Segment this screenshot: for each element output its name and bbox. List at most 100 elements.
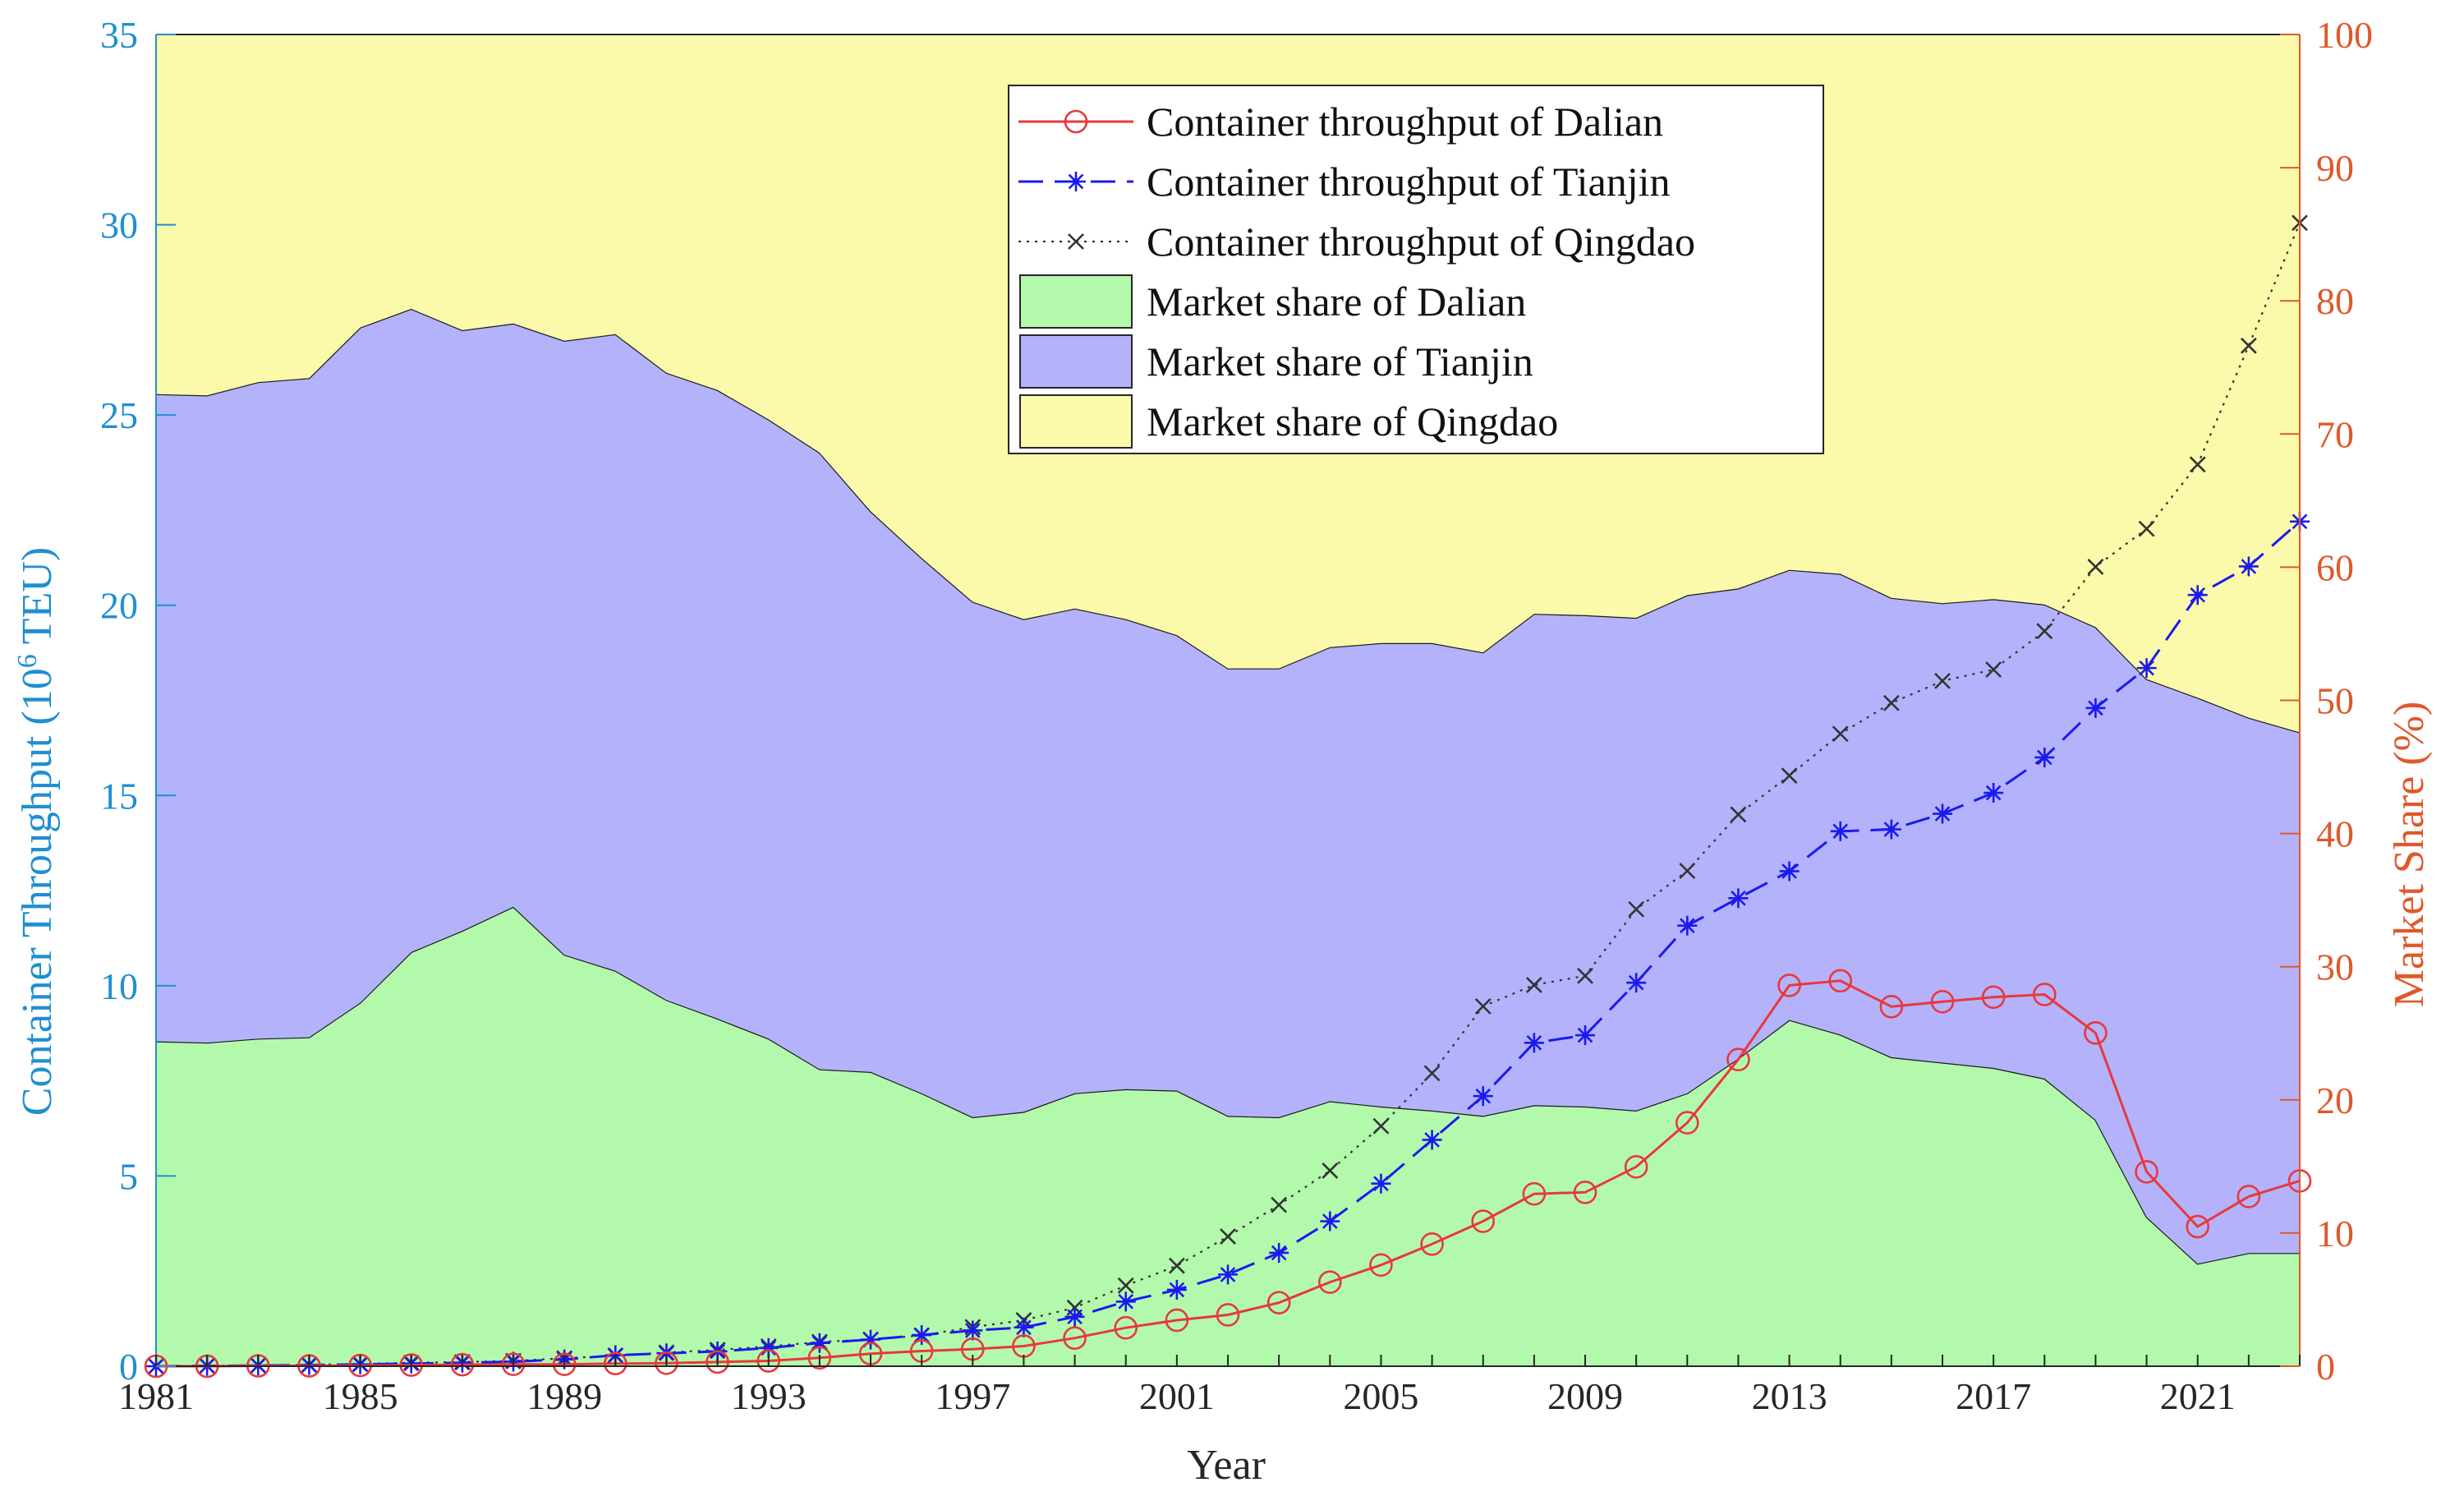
marker-star-stroke bbox=[1526, 1035, 1542, 1051]
marker-star-stroke bbox=[761, 1340, 777, 1356]
marker-circle bbox=[1266, 1291, 1291, 1314]
y-left-tick-label: 35 bbox=[100, 14, 138, 56]
marker-circle bbox=[1573, 1181, 1597, 1204]
marker-cross-stroke bbox=[2087, 559, 2104, 575]
y-right-tick-label: 0 bbox=[2316, 1346, 2335, 1388]
legend-item: Market share of Qingdao bbox=[1019, 394, 1558, 449]
marker-star-stroke bbox=[1731, 891, 1746, 906]
x-tick-label: 1993 bbox=[731, 1375, 807, 1417]
legend-box bbox=[1008, 85, 1824, 454]
marker-circle bbox=[1216, 1303, 1240, 1327]
marker-cross-stroke bbox=[1372, 1117, 1390, 1135]
marker-circle bbox=[1828, 969, 1853, 993]
marker-cross-stroke bbox=[2189, 456, 2206, 473]
y-left-tick-label: 0 bbox=[119, 1346, 138, 1388]
axis-labels: Year Container Throughput (106 TEU) Mark… bbox=[12, 547, 2434, 1489]
y-left-tick-label: 30 bbox=[100, 205, 138, 246]
legend-label: Container throughput of Tianjin bbox=[1147, 159, 1671, 205]
y-left-tick-label: 5 bbox=[119, 1155, 138, 1197]
marker-cross-stroke bbox=[1423, 1065, 1441, 1082]
marker-circle bbox=[1063, 1326, 1087, 1351]
marker-star-stroke bbox=[1475, 1088, 1492, 1104]
marker-star-stroke bbox=[913, 1327, 930, 1343]
marker-cross-stroke bbox=[2036, 623, 2053, 640]
y-right-tick-label: 10 bbox=[2316, 1213, 2354, 1254]
marker-star-stroke bbox=[1985, 785, 2002, 801]
legend-patch bbox=[1019, 334, 1133, 389]
marker-circle bbox=[2032, 983, 2057, 1006]
y-right-tick-label: 50 bbox=[2316, 680, 2354, 722]
marker-cross-stroke bbox=[1474, 997, 1492, 1015]
marker-circle bbox=[1522, 1181, 1547, 1206]
y-right-tick-label: 60 bbox=[2316, 546, 2354, 588]
marker-star-stroke bbox=[2190, 587, 2206, 603]
marker-star-stroke bbox=[2088, 700, 2103, 716]
marker-circle bbox=[2084, 1020, 2108, 1045]
legend: Container throughput of Dalian Container … bbox=[1008, 85, 1824, 454]
marker-star-stroke bbox=[964, 1323, 981, 1338]
marker-star-stroke bbox=[1781, 863, 1797, 879]
y-axis-left-title-suffix: TEU) bbox=[14, 547, 61, 654]
x-tick-label: 1989 bbox=[526, 1375, 602, 1417]
marker-star-stroke bbox=[1169, 1282, 1185, 1298]
x-tick-label: 2021 bbox=[2160, 1375, 2236, 1417]
y-right-tick-label: 30 bbox=[2316, 946, 2354, 988]
x-tick-label: 2001 bbox=[1139, 1375, 1215, 1417]
marker-cross-stroke bbox=[2240, 337, 2257, 354]
marker-circle bbox=[450, 1352, 475, 1377]
y-left-tick-label: 25 bbox=[100, 394, 138, 436]
marker-circle bbox=[1317, 1270, 1342, 1294]
marker-circle bbox=[1930, 990, 1955, 1014]
marker-star-stroke bbox=[1934, 806, 1951, 822]
marker-star-stroke bbox=[1628, 974, 1644, 991]
marker-star-stroke bbox=[1832, 823, 1849, 840]
marker-star-stroke bbox=[1271, 1245, 1287, 1261]
marker-cross-stroke bbox=[1525, 977, 1542, 993]
marker-star-stroke bbox=[1322, 1213, 1338, 1229]
y-left-tick-label: 20 bbox=[100, 585, 138, 627]
x-axis-title: Year bbox=[1187, 1442, 1266, 1489]
marker-star-stroke bbox=[1679, 918, 1695, 933]
marker-star-stroke bbox=[1373, 1176, 1389, 1192]
y-axis-left-title-prefix: Container Throughput (10 bbox=[14, 668, 61, 1116]
y-right-tick-label: 20 bbox=[2316, 1080, 2354, 1121]
x-tick-label: 2017 bbox=[1956, 1375, 2031, 1417]
x-tick-label: 2009 bbox=[1547, 1375, 1623, 1417]
marker-cross-stroke bbox=[1577, 967, 1593, 984]
marker-circle bbox=[1064, 109, 1088, 134]
marker-circle bbox=[655, 1351, 678, 1375]
legend-item: Container throughput of Tianjin bbox=[1018, 159, 1671, 205]
y-axis-left-title: Container Throughput (106 TEU) bbox=[12, 547, 62, 1116]
marker-circle bbox=[399, 1353, 424, 1377]
marker-star-stroke bbox=[1067, 1309, 1083, 1325]
marker-star-stroke bbox=[1220, 1267, 1236, 1282]
marker-circle bbox=[1675, 1111, 1699, 1135]
legend-patch bbox=[1019, 394, 1133, 449]
y-left-tick-label: 10 bbox=[100, 965, 138, 1007]
y-right-tick-label: 70 bbox=[2316, 413, 2354, 455]
marker-circle bbox=[1420, 1232, 1444, 1256]
marker-circle bbox=[1777, 974, 1801, 997]
marker-cross-stroke bbox=[1781, 767, 1798, 785]
marker-circle bbox=[1879, 995, 1904, 1019]
marker-circle bbox=[1624, 1155, 1648, 1179]
legend-item: Container throughput of Dalian bbox=[1018, 99, 1663, 145]
marker-cross-stroke bbox=[1985, 661, 2002, 678]
marker-cross-stroke bbox=[1168, 1257, 1185, 1274]
legend-patch bbox=[1019, 274, 1133, 329]
marker-circle bbox=[2186, 1214, 2210, 1239]
area-market-share-tianjin bbox=[156, 308, 2300, 1264]
legend-label: Market share of Tianjin bbox=[1147, 338, 1533, 384]
marker-cross-stroke bbox=[1068, 233, 1084, 250]
legend-item: Container throughput of Qingdao bbox=[1018, 219, 1695, 265]
marker-cross-stroke bbox=[1679, 863, 1696, 879]
marker-circle bbox=[807, 1346, 832, 1370]
y-axis-right-title: Market Share (%) bbox=[2386, 702, 2433, 1008]
marker-circle bbox=[2236, 1185, 2261, 1208]
marker-cross-stroke bbox=[2138, 520, 2155, 537]
marker-star-stroke bbox=[1016, 1319, 1032, 1336]
marker-circle bbox=[603, 1351, 627, 1376]
marker-star-stroke bbox=[2139, 660, 2154, 676]
marker-circle bbox=[756, 1349, 781, 1373]
